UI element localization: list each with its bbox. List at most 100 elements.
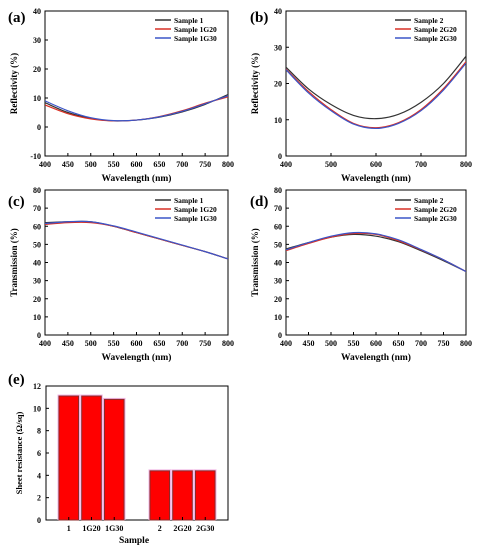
- panel-e: 0 2 4 6 8 10 12 1 1G20 1G30 2 2G20 2G30 Sample Sheet r…: [8, 372, 229, 546]
- y-tick-label: 10: [33, 313, 41, 322]
- x-axis-label: Wavelength (nm): [102, 352, 172, 363]
- panel-label: (e): [8, 372, 25, 388]
- x-tick-label: 600: [370, 339, 382, 348]
- panel-d: 400 450 500 550 600 650 700 750 800 0 10 20 30 40 50 60…: [250, 186, 472, 363]
- y-tick-label: 10: [33, 404, 41, 413]
- x-tick-label: 800: [460, 160, 472, 169]
- y-tick-label: 60: [274, 222, 282, 231]
- series-line: [286, 55, 466, 120]
- x-tick-label: 500: [325, 160, 337, 169]
- x-tick-label: 650: [393, 339, 405, 348]
- x-tick-label: 2G20: [173, 524, 191, 533]
- y-tick-label: 0: [37, 123, 41, 132]
- x-tick-label: 650: [153, 339, 165, 348]
- x-tick-label: 550: [108, 160, 120, 169]
- x-tick-label: 450: [303, 339, 315, 348]
- y-axis-label: Transmission (%): [250, 228, 260, 297]
- legend-entry: Sample 1G30: [174, 214, 217, 223]
- y-tick-label: 40: [274, 7, 282, 16]
- y-axis-label: Transmission (%): [9, 228, 19, 297]
- y-axis-label: Reflectivity (%): [9, 53, 19, 114]
- legend-entry: Sample 2G20: [414, 205, 457, 214]
- panel-label: (b): [250, 10, 268, 26]
- x-tick-label: 800: [222, 339, 234, 348]
- x-tick-label: 700: [176, 339, 188, 348]
- y-tick-label: 40: [33, 7, 41, 16]
- series-line: [45, 220, 228, 260]
- x-axis-label: Wavelength (nm): [341, 173, 411, 184]
- series-line: [286, 233, 466, 273]
- x-tick-label: 450: [62, 160, 74, 169]
- x-tick-label: 500: [85, 160, 97, 169]
- series-group: [286, 55, 466, 130]
- y-tick-label: 80: [274, 186, 282, 195]
- x-tick-label: 750: [199, 160, 211, 169]
- y-tick-label: 10: [274, 313, 282, 322]
- panel-b: 400 500 600 700 800 0 10 20 30 40 Wavelength (nm) R…: [250, 7, 472, 184]
- x-tick-label: 750: [438, 339, 450, 348]
- y-tick-label: 10: [274, 116, 282, 125]
- legend-entry: Sample 1G20: [174, 205, 217, 214]
- legend-entry: Sample 1G30: [174, 34, 217, 43]
- y-tick-label: 20: [274, 80, 282, 89]
- x-axis-label: Wavelength (nm): [102, 173, 172, 184]
- y-tick-label: 30: [274, 43, 282, 52]
- x-tick-label: 400: [280, 339, 292, 348]
- series-group: [45, 220, 228, 260]
- series-group: [286, 231, 466, 273]
- series-line: [286, 231, 466, 273]
- x-tick-label: 700: [415, 339, 427, 348]
- y-tick-label: 0: [278, 152, 282, 161]
- y-tick-label: 80: [33, 186, 41, 195]
- y-axis-label: Sheet resistance (Ω/sq): [14, 411, 24, 494]
- x-axis-label: Wavelength (nm): [341, 352, 411, 363]
- x-tick-label: 1: [67, 524, 71, 533]
- x-tick-label: 550: [348, 339, 360, 348]
- y-tick-label: 0: [37, 516, 41, 525]
- panel-label: (c): [8, 194, 25, 210]
- y-tick-label: 60: [33, 222, 41, 231]
- series-line: [286, 61, 466, 129]
- y-tick-label: 2: [37, 494, 41, 503]
- legend-entry: Sample 2: [414, 196, 444, 205]
- x-tick-label: 1G20: [82, 524, 100, 533]
- series-group: [45, 93, 228, 122]
- y-tick-label: 70: [274, 204, 282, 213]
- legend-entry: Sample 2G20: [414, 25, 457, 34]
- legend-entry: Sample 2G30: [414, 214, 457, 223]
- legend-entry: Sample 1G20: [174, 25, 217, 34]
- x-tick-label: 700: [176, 160, 188, 169]
- panel-label: (a): [8, 10, 26, 26]
- y-tick-label: 6: [37, 449, 41, 458]
- series-line: [286, 232, 466, 273]
- y-tick-label: 50: [33, 240, 41, 249]
- x-tick-label: 500: [325, 339, 337, 348]
- series-line: [45, 221, 228, 260]
- series-line: [45, 220, 228, 260]
- y-tick-label: 10: [33, 94, 41, 103]
- x-tick-label: 800: [460, 339, 472, 348]
- x-tick-label: 600: [370, 160, 382, 169]
- panel-c: 400 450 500 550 600 650 700 750 800 0 10 20 30 40 50 60…: [8, 186, 234, 363]
- y-tick-label: 8: [37, 427, 41, 436]
- y-tick-label: 30: [274, 277, 282, 286]
- x-tick-label: 700: [415, 160, 427, 169]
- x-tick-label: 2: [158, 524, 162, 533]
- y-tick-label: 40: [274, 259, 282, 268]
- series-line: [45, 95, 228, 122]
- bar: [81, 395, 102, 521]
- x-tick-label: 400: [39, 160, 51, 169]
- y-tick-label: 50: [274, 240, 282, 249]
- y-tick-label: 30: [33, 36, 41, 45]
- bar: [172, 470, 193, 521]
- y-tick-label: 0: [37, 331, 41, 340]
- x-tick-label: 500: [85, 339, 97, 348]
- legend-entry: Sample 1: [174, 196, 204, 205]
- x-tick-label: 750: [199, 339, 211, 348]
- y-tick-label: 4: [37, 471, 41, 480]
- y-tick-label: 20: [274, 295, 282, 304]
- x-axis-label: Sample: [119, 536, 149, 546]
- y-axis-label: Reflectivity (%): [250, 53, 260, 114]
- x-tick-label: 550: [108, 339, 120, 348]
